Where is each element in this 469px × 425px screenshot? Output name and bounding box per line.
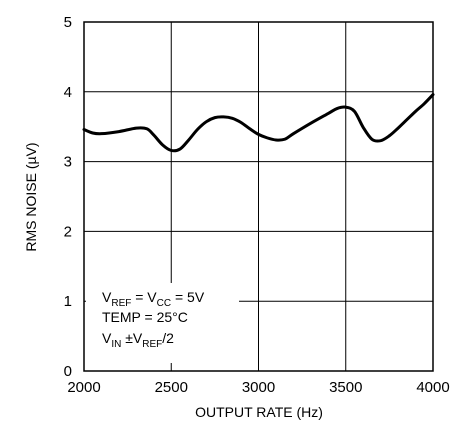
x-tick-label-3000: 3000 bbox=[242, 379, 275, 396]
y-tick-label-0: 0 bbox=[64, 363, 72, 380]
y-tick-label-3: 3 bbox=[64, 154, 72, 171]
y-axis-label: RMS NOISE (µV) bbox=[23, 142, 39, 251]
x-tick-label-4000: 4000 bbox=[416, 379, 449, 396]
annotation-vref-vcc: VREF = VCC = 5V bbox=[102, 289, 205, 309]
annotation-background bbox=[86, 283, 239, 363]
grid-layer bbox=[83, 21, 434, 372]
x-tick-label-2500: 2500 bbox=[155, 379, 188, 396]
plot-frame bbox=[83, 21, 434, 372]
x-axis-label: OUTPUT RATE (Hz) bbox=[195, 404, 323, 420]
annotation-vin: VIN ±VREF/2 bbox=[102, 330, 174, 350]
x-tick-label-2000: 2000 bbox=[67, 379, 100, 396]
series-line-0 bbox=[82, 93, 435, 153]
y-tick-label-2: 2 bbox=[64, 223, 72, 240]
conditions-annotation: VREF = VCC = 5V TEMP = 25°C VIN ±VREF/2 bbox=[86, 283, 239, 363]
x-tick-label-3500: 3500 bbox=[329, 379, 362, 396]
y-tick-label-4: 4 bbox=[64, 84, 72, 101]
series-layer bbox=[82, 93, 435, 153]
annotation-temp: TEMP = 25°C bbox=[102, 309, 188, 325]
y-tick-label-5: 5 bbox=[64, 14, 72, 31]
tick-label-layer: 2000 2500 3000 3500 4000 0 1 2 3 4 5 bbox=[64, 14, 450, 396]
y-tick-label-1: 1 bbox=[64, 293, 72, 310]
